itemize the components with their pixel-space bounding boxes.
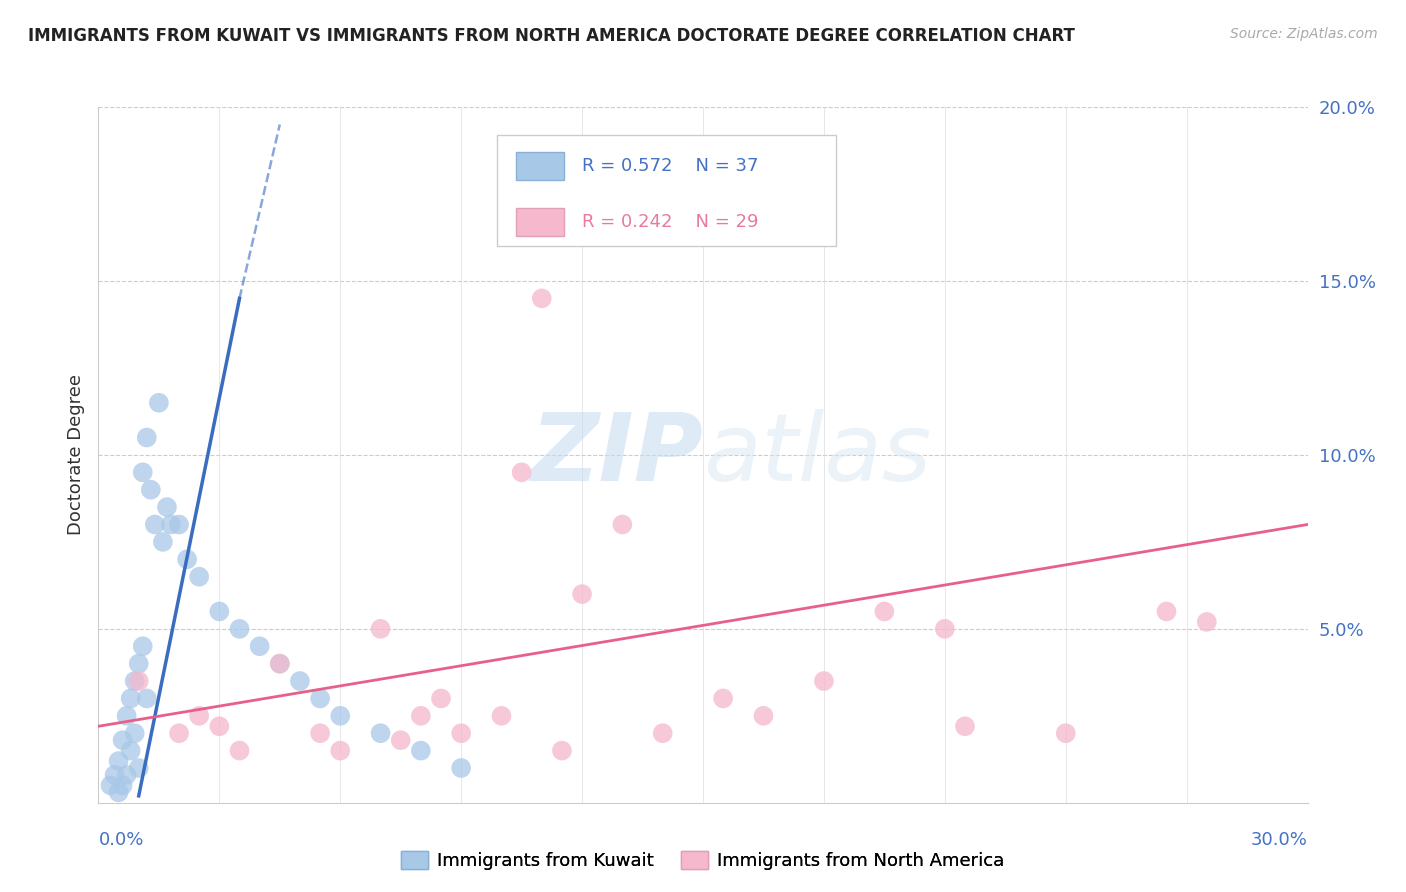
Point [135,691,157,706]
Point [450,761,472,775]
Point [329,744,352,758]
Text: 30.0%: 30.0% [1251,830,1308,848]
Point [148,395,170,409]
Point [107,785,129,799]
Point [188,708,211,723]
Legend: Immigrants from Kuwait, Immigrants from North America: Immigrants from Kuwait, Immigrants from … [394,844,1012,877]
Point [249,639,271,653]
Point [450,726,472,740]
Point [409,744,432,758]
Point [389,733,412,747]
Point [107,754,129,768]
Point [329,708,352,723]
Point [551,744,574,758]
Point [103,768,125,782]
Point [208,605,231,619]
Point [188,570,211,584]
Point [752,708,775,723]
Point [269,657,291,671]
Text: Source: ZipAtlas.com: Source: ZipAtlas.com [1230,27,1378,41]
Point [934,622,956,636]
Point [309,691,332,706]
Point [651,726,673,740]
Point [510,466,533,480]
Point [128,657,150,671]
Point [228,744,250,758]
Point [167,517,190,532]
Point [143,517,166,532]
Point [409,708,432,723]
Point [228,622,250,636]
Point [953,719,976,733]
Point [120,691,142,706]
Point [115,708,138,723]
Point [132,639,155,653]
FancyBboxPatch shape [498,135,837,246]
Point [139,483,162,497]
Point [370,726,392,740]
Text: ZIP: ZIP [530,409,703,501]
Point [309,726,332,740]
Point [100,778,122,792]
Point [135,430,157,444]
Text: 0.0%: 0.0% [98,830,143,848]
Point [571,587,593,601]
Point [111,733,134,747]
Point [711,691,734,706]
Point [288,674,311,689]
Point [176,552,198,566]
Text: R = 0.242    N = 29: R = 0.242 N = 29 [582,213,759,231]
Point [120,744,142,758]
Point [1156,605,1178,619]
Point [430,691,453,706]
Point [156,500,179,514]
Point [530,291,553,305]
Point [208,719,231,733]
Point [128,674,150,689]
Point [491,708,513,723]
Point [813,674,835,689]
Point [167,726,190,740]
Point [128,761,150,775]
Text: IMMIGRANTS FROM KUWAIT VS IMMIGRANTS FROM NORTH AMERICA DOCTORATE DEGREE CORRELA: IMMIGRANTS FROM KUWAIT VS IMMIGRANTS FRO… [28,27,1076,45]
Point [612,517,634,532]
Point [132,466,155,480]
Point [124,726,146,740]
FancyBboxPatch shape [516,208,564,235]
Text: atlas: atlas [703,409,931,500]
Point [115,768,138,782]
Point [269,657,291,671]
Y-axis label: Doctorate Degree: Doctorate Degree [66,375,84,535]
Point [124,674,146,689]
Point [370,622,392,636]
Point [1195,615,1218,629]
FancyBboxPatch shape [516,153,564,180]
Point [160,517,183,532]
Point [152,534,174,549]
Point [111,778,134,792]
Point [873,605,896,619]
Text: R = 0.572    N = 37: R = 0.572 N = 37 [582,157,759,175]
Point [1054,726,1077,740]
